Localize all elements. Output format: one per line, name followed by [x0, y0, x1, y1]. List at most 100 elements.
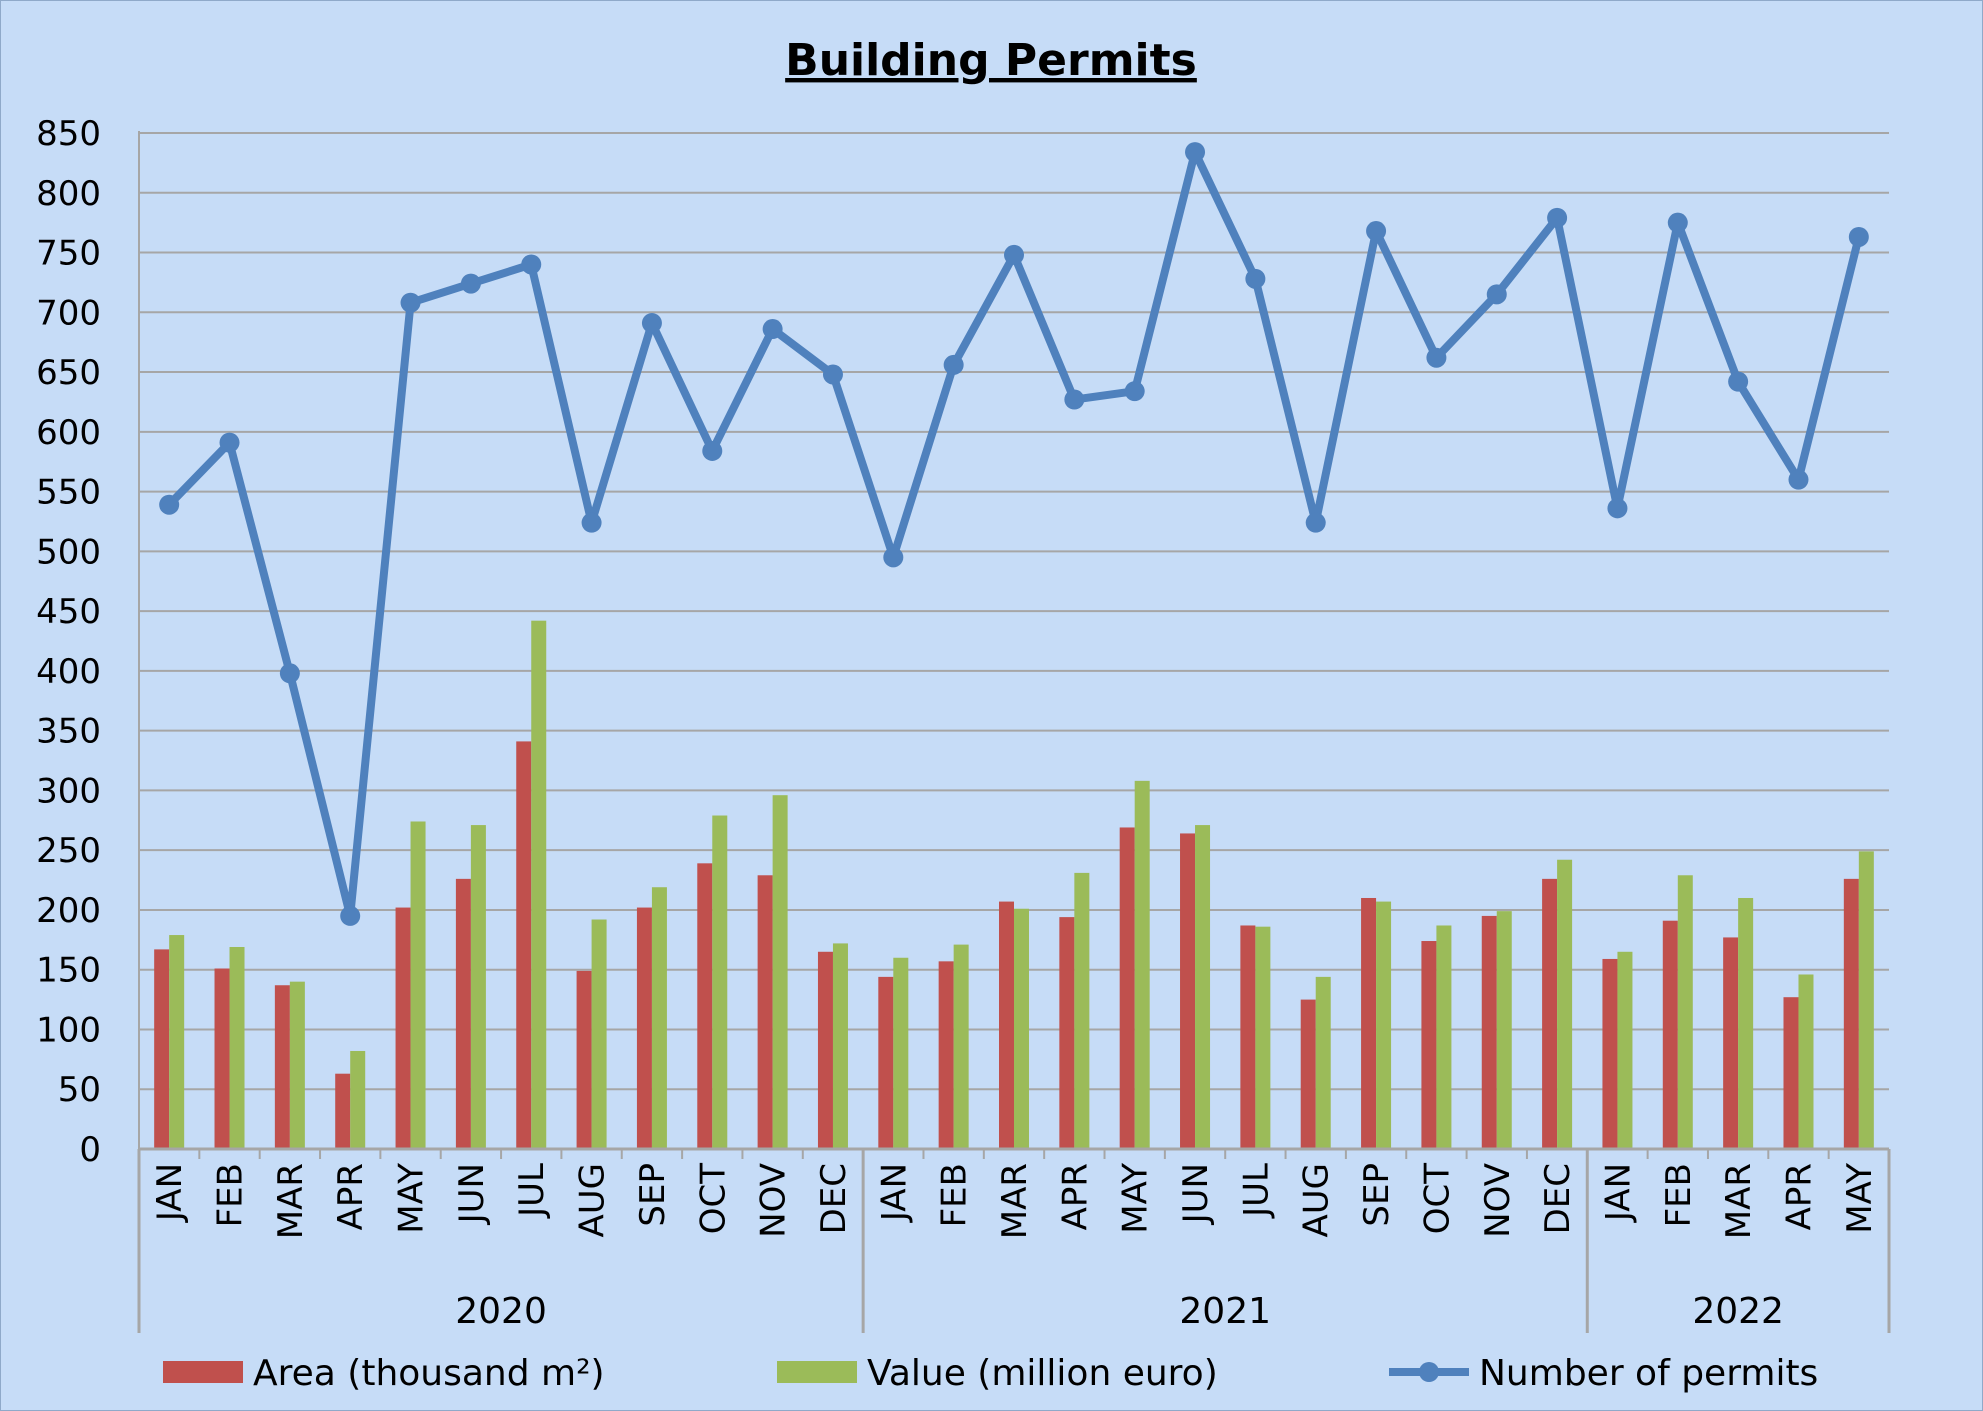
x-tick-label: NOV — [1478, 1163, 1518, 1238]
y-tick-label: 50 — [58, 1070, 101, 1110]
x-tick-label: JUL — [512, 1163, 552, 1219]
bar-value — [712, 815, 728, 1149]
permits-marker — [762, 319, 783, 340]
legend-swatch-value — [777, 1361, 857, 1383]
permits-marker — [1064, 389, 1085, 410]
permits-marker — [1547, 207, 1568, 228]
permits-marker — [1848, 226, 1869, 247]
x-tick-label: JAN — [1598, 1163, 1638, 1223]
x-tick-label: DEC — [814, 1163, 854, 1234]
bar-area — [1240, 925, 1256, 1149]
bars-group — [154, 620, 1874, 1149]
bar-value — [410, 821, 426, 1149]
x-tick-label: MAY — [392, 1163, 432, 1234]
x-tick-label: JUN — [452, 1163, 492, 1225]
y-tick-label: 750 — [36, 234, 101, 274]
x-tick-label: NOV — [754, 1163, 794, 1238]
y-tick-label: 350 — [36, 712, 101, 752]
x-tick-label: APR — [1779, 1163, 1819, 1230]
legend-marker-permits — [1419, 1362, 1439, 1382]
bar-area — [1662, 920, 1678, 1149]
y-tick-label: 400 — [36, 652, 101, 692]
permits-marker — [279, 663, 300, 684]
legend: Area (thousand m²) Value (million euro) Nu… — [163, 1353, 1818, 1394]
y-axis: 0 50 100 150 200 250 300 350 400 450 500 550 600 650 7… — [36, 114, 101, 1170]
bar-area — [1300, 999, 1316, 1149]
chart-title: Building Permits — [785, 35, 1197, 86]
permits-line-group — [159, 142, 1869, 926]
x-tick-label: JAN — [150, 1163, 190, 1223]
bar-area — [817, 951, 833, 1149]
legend-label-value: Value (million euro) — [867, 1353, 1218, 1394]
year-label: 2021 — [1179, 1291, 1271, 1332]
x-tick-label: SEP — [1357, 1163, 1397, 1227]
permits-marker — [1788, 469, 1809, 490]
x-axis: JAN FEB MAR APR MAY JUN JUL AUG SEP OCT NOV DEC JAN F… — [137, 131, 1891, 1333]
x-tick-label: OCT — [1417, 1163, 1457, 1235]
permits-marker — [1124, 381, 1145, 402]
permits-marker — [581, 512, 602, 533]
bar-area — [697, 863, 713, 1149]
x-tick-label: MAR — [995, 1163, 1035, 1239]
x-tick-label: MAY — [1116, 1163, 1156, 1234]
bar-area — [1602, 958, 1618, 1149]
y-tick-label: 100 — [36, 1010, 101, 1050]
bar-value — [531, 620, 547, 1149]
bar-area — [1361, 897, 1377, 1149]
x-tick-label: FEB — [935, 1163, 975, 1227]
bar-area — [999, 901, 1014, 1149]
y-tick-label: 0 — [79, 1130, 101, 1170]
bar-value — [832, 943, 848, 1149]
y-tick-label: 150 — [36, 951, 101, 991]
bar-value — [169, 935, 185, 1149]
y-tick-label: 700 — [36, 293, 101, 333]
bar-area — [154, 949, 170, 1149]
bar-area — [1783, 997, 1799, 1149]
bar-area — [274, 985, 290, 1149]
bar-value — [651, 887, 667, 1149]
permits-marker — [1486, 284, 1507, 305]
bar-value — [772, 795, 788, 1149]
bar-value — [893, 957, 909, 1149]
y-tick-label: 250 — [36, 831, 101, 871]
bar-value — [1315, 976, 1331, 1149]
bar-area — [878, 976, 894, 1149]
x-tick-label: JUL — [1236, 1163, 1276, 1219]
y-tick-label: 300 — [36, 771, 101, 811]
bar-area — [335, 1073, 351, 1149]
permits-marker — [1245, 268, 1266, 289]
bar-area — [1421, 941, 1437, 1149]
year-label: 2022 — [1692, 1291, 1784, 1332]
permits-marker — [822, 364, 843, 385]
permits-marker — [460, 273, 481, 294]
y-tick-label: 200 — [36, 891, 101, 931]
x-tick-label: MAY — [1840, 1163, 1880, 1234]
permits-marker — [883, 547, 904, 568]
permits-marker — [1305, 512, 1326, 533]
y-tick-label: 650 — [36, 353, 101, 393]
permits-marker — [1607, 498, 1628, 519]
permits-marker — [1728, 371, 1749, 392]
permits-marker — [159, 494, 180, 515]
x-tick-label: AUG — [573, 1163, 613, 1238]
permits-marker — [219, 432, 240, 453]
year-label: 2020 — [455, 1291, 547, 1332]
bar-area — [1723, 937, 1739, 1149]
permits-marker — [1185, 142, 1206, 163]
permits-marker — [702, 440, 723, 461]
y-tick-label: 600 — [36, 413, 101, 453]
permits-marker — [943, 354, 964, 375]
bar-value — [1677, 875, 1693, 1149]
x-tick-label: FEB — [211, 1163, 251, 1227]
permits-marker — [1426, 347, 1447, 368]
bar-value — [1195, 825, 1211, 1149]
legend-swatch-area — [163, 1361, 243, 1383]
permits-marker — [1004, 244, 1024, 265]
x-tick-label: MAR — [1719, 1163, 1759, 1239]
bar-value — [1436, 925, 1452, 1149]
bar-area — [757, 875, 773, 1149]
bar-area — [1180, 833, 1196, 1149]
bar-value — [1617, 951, 1633, 1149]
